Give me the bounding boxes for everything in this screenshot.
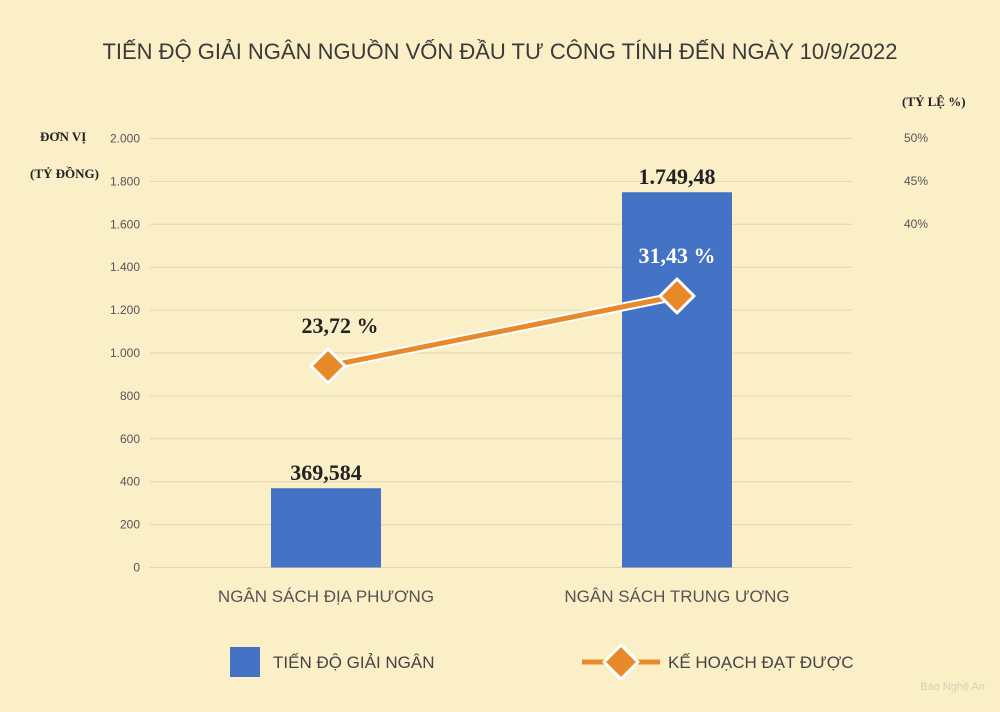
y2-axis-label: (TỶ LỆ %): [902, 94, 966, 109]
bar: [271, 488, 381, 568]
y-tick-label: 800: [120, 389, 140, 403]
x-category-label: NGÂN SÁCH TRUNG ƯƠNG: [564, 587, 789, 606]
line-point-marker: [658, 277, 696, 315]
line-point-label: 31,43 %: [639, 243, 716, 268]
y-axis-label-line1: ĐƠN VỊ: [40, 129, 86, 144]
y2-tick-label: 50%: [904, 131, 928, 145]
bar-value-label: 1.749,48: [639, 164, 716, 189]
y-tick-label: 1.000: [110, 346, 140, 360]
gridlines: [150, 138, 852, 568]
y2-tick-label: 40%: [904, 217, 928, 231]
y-tick-label: 1.200: [110, 303, 140, 317]
y2-tick-label: 45%: [904, 174, 928, 188]
bar-series: 369,584 1.749,48: [271, 164, 732, 568]
chart-title: TIẾN ĐỘ GIẢI NGÂN NGUỒN VỐN ĐẦU TƯ CÔNG …: [102, 38, 897, 64]
y-tick-label: 400: [120, 475, 140, 489]
line-point-marker: [309, 347, 347, 385]
bar: [622, 192, 732, 568]
x-category-label: NGÂN SÁCH ĐỊA PHƯƠNG: [218, 587, 434, 606]
legend-line-marker: [602, 643, 640, 681]
y-tick-label: 1.400: [110, 260, 140, 274]
y-axis-label-line2: (TỶ ĐỒNG): [30, 166, 99, 181]
legend-bar-swatch: [230, 647, 260, 677]
y-tick-label: 600: [120, 432, 140, 446]
y2-axis-ticks: 50% 45% 40%: [904, 131, 928, 231]
y-tick-label: 0: [133, 561, 140, 575]
legend: TIẾN ĐỘ GIẢI NGÂN KẾ HOẠCH ĐẠT ĐƯỢC: [230, 643, 854, 681]
y-tick-label: 1.600: [110, 217, 140, 231]
y-tick-label: 1.800: [110, 174, 140, 188]
y-tick-label: 2.000: [110, 132, 140, 146]
line-series: 23,72 % 31,43 %: [302, 243, 716, 385]
y-tick-label: 200: [120, 518, 140, 532]
series-line: [325, 293, 680, 369]
bar-value-label: 369,584: [290, 460, 362, 485]
line-point-label: 23,72 %: [302, 313, 379, 338]
watermark: Báo Nghệ An: [920, 681, 985, 693]
x-axis-categories: NGÂN SÁCH ĐỊA PHƯƠNG NGÂN SÁCH TRUNG ƯƠNG: [218, 587, 790, 606]
legend-bar-label: TIẾN ĐỘ GIẢI NGÂN: [273, 653, 435, 672]
legend-line-label: KẾ HOẠCH ĐẠT ĐƯỢC: [668, 653, 854, 672]
y-axis-ticks: 0 200 400 600 800 1.000 1.200 1.400 1.600 1.800 2.…: [110, 132, 140, 575]
